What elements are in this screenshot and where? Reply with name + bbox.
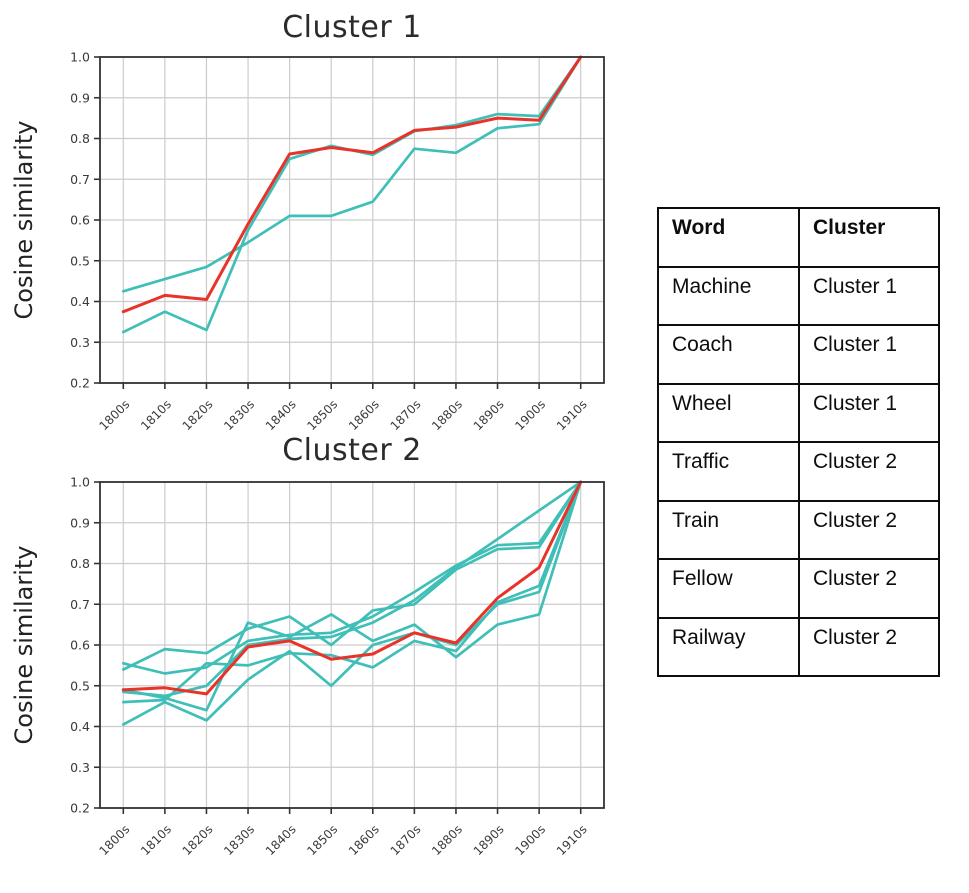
cluster2-member-line-3 xyxy=(121,480,583,712)
y-tick-label: 0.5 xyxy=(70,678,90,693)
cluster1-red-line xyxy=(121,55,583,314)
table-row: Railway Cluster 2 xyxy=(657,616,940,677)
x-tick-label: 1890s xyxy=(471,822,507,858)
word-cell: Train xyxy=(657,499,800,560)
cluster-2-plot: 0.2 0.3 0.4 0.5 0.6 0.7 0.8 0.9 1.0 1800s 1810s 182… xyxy=(70,475,605,858)
y-tick-label: 0.7 xyxy=(70,597,90,612)
word-cell: Traffic xyxy=(657,441,800,502)
x-tick-label: 1820s xyxy=(180,822,216,858)
table-row: Train Cluster 2 xyxy=(657,499,940,560)
x-tick-label: 1910s xyxy=(554,397,590,433)
cluster-cell: Cluster 1 xyxy=(798,382,940,443)
cluster-1-plot: 0.2 0.3 0.4 0.5 0.6 0.7 0.8 0.9 1.0 1800s 1810s 182… xyxy=(70,50,605,433)
cluster2-member-line-2 xyxy=(121,480,583,671)
word-cell: Fellow xyxy=(657,558,800,619)
y-tick-label: 0.6 xyxy=(70,638,90,653)
word-cell: Coach xyxy=(657,324,800,385)
cluster-cell: Cluster 1 xyxy=(798,324,940,385)
cluster-cell: Cluster 1 xyxy=(798,265,940,326)
x-tick-label: 1880s xyxy=(429,397,465,433)
y-tick-label: 0.8 xyxy=(70,131,90,146)
table-header-word: Word xyxy=(657,207,800,268)
cluster-cell: Cluster 2 xyxy=(798,616,940,677)
x-tick-label: 1890s xyxy=(471,397,507,433)
x-tick-label: 1810s xyxy=(138,822,174,858)
table-row: Fellow Cluster 2 xyxy=(657,558,940,619)
word-cluster-table: Word Cluster Machine Cluster 1 Coach Clu… xyxy=(657,207,940,677)
y-tick-label: 0.8 xyxy=(70,556,90,571)
y-tick-label: 1.0 xyxy=(70,475,90,490)
x-tick-label: 1840s xyxy=(263,397,299,433)
x-tick-label: 1870s xyxy=(388,397,424,433)
word-cell: Railway xyxy=(657,616,800,677)
cluster2-member-line-6 xyxy=(121,480,583,698)
x-tick-label: 1850s xyxy=(304,822,340,858)
x-tick-label: 1910s xyxy=(554,822,590,858)
word-cell: Wheel xyxy=(657,382,800,443)
y-tick-label: 0.9 xyxy=(70,515,90,530)
y-tick-label: 0.3 xyxy=(70,760,90,775)
y-tick-label: 0.9 xyxy=(70,90,90,105)
y-tick-label: 0.4 xyxy=(70,294,90,309)
cluster2-member-line-5 xyxy=(121,480,583,726)
cluster2-red-line xyxy=(121,480,583,696)
y-tick-label: 0.6 xyxy=(70,213,90,228)
chart-title-cluster-1: Cluster 1 xyxy=(282,10,422,45)
table-row: Wheel Cluster 1 xyxy=(657,382,940,443)
table-row: Coach Cluster 1 xyxy=(657,324,940,385)
cluster-cell: Cluster 2 xyxy=(798,499,940,560)
x-tick-label: 1800s xyxy=(97,822,133,858)
x-tick-label: 1820s xyxy=(180,397,216,433)
cluster1-member-line-1 xyxy=(121,55,583,293)
y-tick-label: 0.7 xyxy=(70,172,90,187)
y-tick-label: 0.3 xyxy=(70,335,90,350)
x-tick-label: 1810s xyxy=(138,397,174,433)
table-row: Machine Cluster 1 xyxy=(657,265,940,326)
table-header-cluster: Cluster xyxy=(798,207,940,268)
x-tick-label: 1870s xyxy=(388,822,424,858)
y-tick-label: 0.2 xyxy=(70,376,90,391)
y-tick-label: 0.5 xyxy=(70,253,90,268)
x-tick-label: 1830s xyxy=(221,822,257,858)
x-tick-label: 1880s xyxy=(429,822,465,858)
x-tick-label: 1860s xyxy=(346,397,382,433)
y-tick-label: 1.0 xyxy=(70,50,90,65)
word-cell: Machine xyxy=(657,265,800,326)
x-tick-label: 1840s xyxy=(263,822,299,858)
x-tick-label: 1900s xyxy=(512,822,548,858)
x-tick-label: 1860s xyxy=(346,822,382,858)
y-tick-label: 0.2 xyxy=(70,801,90,816)
x-tick-label: 1850s xyxy=(304,397,340,433)
x-tick-label: 1830s xyxy=(221,397,257,433)
chart-title-cluster-2: Cluster 2 xyxy=(282,433,422,468)
x-tick-label: 1800s xyxy=(97,397,133,433)
cluster2-member-line-4 xyxy=(121,480,583,704)
x-tick-label: 1900s xyxy=(512,397,548,433)
table-header-row: Word Cluster xyxy=(657,207,940,268)
cluster-cell: Cluster 2 xyxy=(798,558,940,619)
y-tick-label: 0.4 xyxy=(70,719,90,734)
table-row: Traffic Cluster 2 xyxy=(657,441,940,502)
cluster-cell: Cluster 2 xyxy=(798,441,940,502)
